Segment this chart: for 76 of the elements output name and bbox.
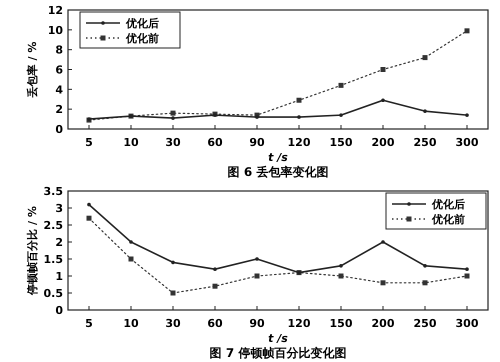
x-tick-label: 120 <box>288 136 311 149</box>
point <box>380 280 386 286</box>
y-tick-label: 3 <box>55 202 63 215</box>
point <box>171 116 175 120</box>
x-tick-label: 120 <box>288 317 311 330</box>
point <box>86 216 92 221</box>
y-tick-label: 8 <box>55 44 63 57</box>
point <box>212 284 218 289</box>
point <box>296 98 302 103</box>
y-tick-label: 10 <box>48 24 64 37</box>
y-tick-label: 3.5 <box>44 185 63 198</box>
point <box>255 115 259 119</box>
x-axis-title: t /s <box>268 332 288 345</box>
x-tick-label: 90 <box>249 136 265 149</box>
x-tick-label: 60 <box>207 317 223 330</box>
x-tick-label: 300 <box>456 317 479 330</box>
point <box>338 82 344 88</box>
x-tick-label: 90 <box>249 317 265 330</box>
point <box>254 274 260 278</box>
x-tick-label: 60 <box>207 136 223 149</box>
point <box>129 240 133 244</box>
x-tick-label: 30 <box>165 136 181 149</box>
point <box>339 264 343 268</box>
x-tick-label: 5 <box>85 136 93 149</box>
y-tick-label: 4 <box>55 83 64 96</box>
point <box>170 290 176 296</box>
point <box>381 98 385 102</box>
point <box>381 240 385 244</box>
point <box>380 67 386 72</box>
y-tick-label: 1 <box>55 270 63 283</box>
y-tick-label: 2 <box>55 103 63 116</box>
x-tick-label: 250 <box>414 317 437 330</box>
point <box>170 110 176 116</box>
x-tick-label: 5 <box>85 317 93 330</box>
point <box>423 109 427 113</box>
x-axis-title: t /s <box>268 151 288 164</box>
y-tick-label: 0.5 <box>44 287 63 300</box>
x-tick-label: 300 <box>456 136 479 149</box>
x-tick-label: 10 <box>123 136 139 149</box>
y-tick-label: 0 <box>55 123 64 136</box>
y-tick-label: 6 <box>55 64 64 76</box>
y-axis-title: 停顿帧百分比 / % <box>26 206 39 296</box>
text: 图 6 丢包率变化图 <box>228 165 328 179</box>
point <box>338 274 344 278</box>
x-tick-label: 30 <box>165 317 181 330</box>
point <box>422 55 428 60</box>
x-tick-label: 150 <box>330 136 353 149</box>
point <box>422 280 428 286</box>
legend-label: 优化前 <box>125 32 159 45</box>
point <box>464 28 470 34</box>
point <box>464 274 470 278</box>
y-axis-title: 丢包率 / % <box>26 42 39 98</box>
point <box>465 267 469 271</box>
point <box>87 202 91 206</box>
point <box>255 257 259 261</box>
y-tick-label: 0 <box>55 304 64 317</box>
y-tick-label: 2.5 <box>44 219 63 232</box>
x-tick-label: 150 <box>330 317 353 330</box>
y-tick-label: 12 <box>48 4 63 17</box>
point <box>171 260 175 264</box>
x-tick-label: 250 <box>414 136 437 149</box>
x-tick-label: 200 <box>372 317 395 330</box>
point <box>128 256 134 262</box>
y-tick-label: 1.5 <box>44 253 63 266</box>
point <box>213 267 217 271</box>
legend-label: 优化后 <box>431 198 465 211</box>
point <box>423 264 427 268</box>
point <box>465 113 469 117</box>
legend-label: 优化后 <box>125 17 159 30</box>
y-tick-label: 2 <box>55 236 63 249</box>
point <box>297 115 301 119</box>
x-tick-label: 200 <box>372 136 395 149</box>
legend-label: 优化前 <box>431 213 465 226</box>
x-tick-label: 10 <box>123 317 139 330</box>
point <box>339 113 343 117</box>
text: 图 7 停顿帧百分比变化图 <box>210 346 346 360</box>
